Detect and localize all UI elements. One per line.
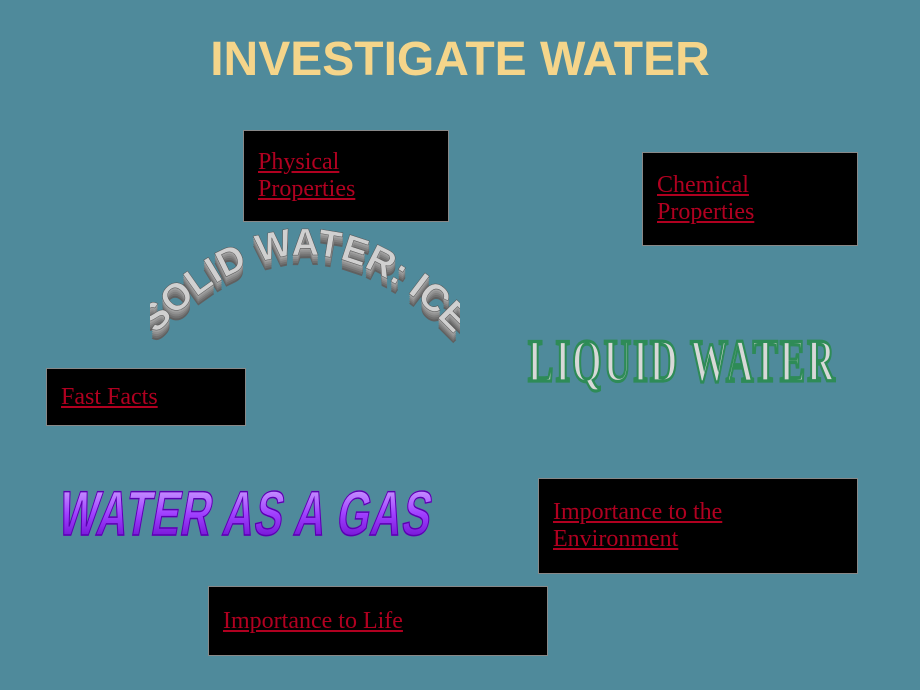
chemical-properties-link[interactable]: Chemical Properties [657,172,843,226]
page-title: INVESTIGATE WATER [0,32,920,87]
chemical-properties-box[interactable]: Chemical Properties [642,152,858,246]
solid-water-wordart: SOLID WATER: ICE SOLID WATER: ICE SOLID … [150,210,460,410]
environment-link[interactable]: Importance to the Environment [553,499,843,553]
fast-facts-link[interactable]: Fast Facts [61,384,158,411]
water-gas-wordart: WATER AS A GAS [54,478,439,550]
life-link[interactable]: Importance to Life [223,608,403,635]
physical-properties-box[interactable]: Physical Properties [243,130,449,222]
liquid-water-wordart: LIQUID WATER [528,327,837,397]
life-box[interactable]: Importance to Life [208,586,548,656]
physical-properties-link[interactable]: Physical Properties [258,149,434,203]
environment-box[interactable]: Importance to the Environment [538,478,858,574]
svg-text:SOLID WATER: ICE: SOLID WATER: ICE [150,222,460,341]
